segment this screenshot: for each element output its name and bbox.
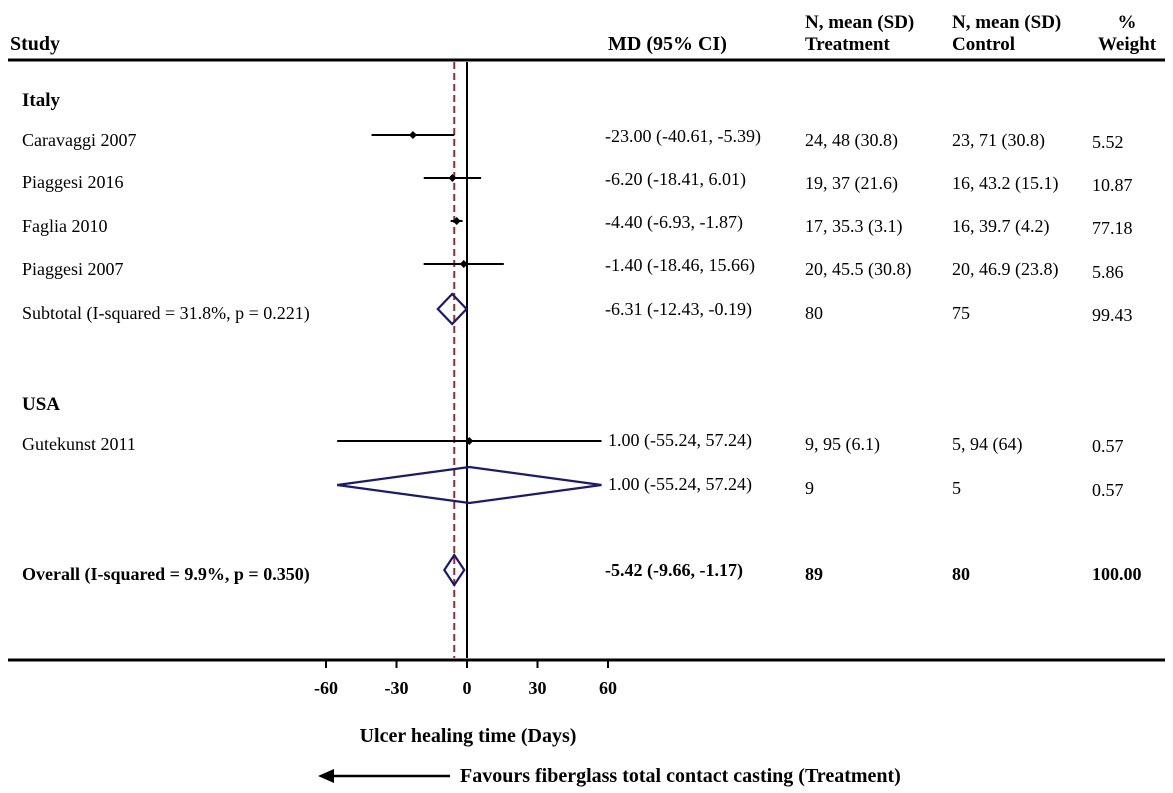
row-md: -1.40 (-18.46, 15.66) <box>605 255 755 276</box>
row-weight: 77.18 <box>1092 218 1133 238</box>
row-control: 75 <box>952 303 970 323</box>
row-control: 20, 46.9 (23.8) <box>952 259 1059 280</box>
row-weight: 10.87 <box>1092 175 1133 195</box>
favours-label: Favours fiberglass total contact casting… <box>460 765 901 787</box>
row-weight: 0.57 <box>1092 480 1124 500</box>
row-md: -6.20 (-18.41, 6.01) <box>605 169 746 190</box>
axis-tick-label: 30 <box>529 678 547 698</box>
study-point <box>448 174 457 182</box>
row-label: Faglia 2010 <box>22 216 108 236</box>
favours-arrow-head <box>318 769 334 783</box>
header-weight-line1: % <box>1118 12 1137 33</box>
row-treatment: 20, 45.5 (30.8) <box>805 259 912 280</box>
row-weight: 99.43 <box>1092 305 1133 325</box>
favours-arrow <box>318 769 450 783</box>
row-control: 16, 39.7 (4.2) <box>952 216 1050 237</box>
plot-marks <box>337 131 602 587</box>
header-control-line1: N, mean (SD) <box>952 12 1061 33</box>
row-control: 5 <box>952 478 961 498</box>
row-label: Caravaggi 2007 <box>22 130 136 150</box>
row-treatment: 19, 37 (21.6) <box>805 173 898 194</box>
row-control: 16, 43.2 (15.1) <box>952 173 1059 194</box>
row-md: -5.42 (-9.66, -1.17) <box>605 560 743 581</box>
row-weight: 5.52 <box>1092 132 1124 152</box>
table-row: Gutekunst 2011 1.00 (-55.24, 57.24) 9, 9… <box>22 430 1124 456</box>
axis-ticks: -60 -30 0 30 60 <box>314 660 617 698</box>
table-row: Faglia 2010 -4.40 (-6.93, -1.87) 17, 35.… <box>22 212 1133 238</box>
row-treatment: 9, 95 (6.1) <box>805 434 880 455</box>
row-control: 23, 71 (30.8) <box>952 130 1045 151</box>
pooled-diamond <box>442 553 466 587</box>
axis-label: Ulcer healing time (Days) <box>360 725 577 747</box>
row-weight: 5.86 <box>1092 262 1124 282</box>
table-row: Piaggesi 2007 -1.40 (-18.46, 15.66) 20, … <box>22 255 1124 282</box>
row-md: 1.00 (-55.24, 57.24) <box>608 430 752 451</box>
table-row: Subtotal (I-squared = 31.8%, p = 0.221) … <box>22 299 1133 325</box>
header-study: Study <box>10 33 60 55</box>
axis-tick-label: 60 <box>599 678 617 698</box>
axis-tick-label: -30 <box>385 678 409 698</box>
plot-reference-lines <box>453 62 468 658</box>
row-label: Overall (I-squared = 9.9%, p = 0.350) <box>22 564 310 585</box>
study-point <box>459 260 468 268</box>
row-weight: 0.57 <box>1092 436 1124 456</box>
row-label: Subtotal (I-squared = 31.8%, p = 0.221) <box>22 303 310 324</box>
row-treatment: 80 <box>805 303 823 323</box>
header-treatment-line2: Treatment <box>805 34 890 55</box>
axis-tick-label: 0 <box>463 678 472 698</box>
axis-tick-label: -60 <box>314 678 338 698</box>
row-md: -23.00 (-40.61, -5.39) <box>605 126 761 147</box>
row-control: 80 <box>952 564 970 584</box>
table-row: Piaggesi 2016 -6.20 (-18.41, 6.01) 19, 3… <box>22 169 1133 195</box>
row-weight: 100.00 <box>1092 564 1142 584</box>
row-md: 1.00 (-55.24, 57.24) <box>608 474 752 495</box>
row-md: -6.31 (-12.43, -0.19) <box>605 299 752 320</box>
header-weight-line2: Weight <box>1098 34 1157 55</box>
row-label: Gutekunst 2011 <box>22 434 136 454</box>
pooled-diamond <box>436 292 469 326</box>
table-row: Overall (I-squared = 9.9%, p = 0.350) -5… <box>22 560 1142 585</box>
row-label: Piaggesi 2007 <box>22 259 124 279</box>
study-point <box>465 437 474 445</box>
header-md: MD (95% CI) <box>608 33 727 55</box>
row-md: -4.40 (-6.93, -1.87) <box>605 212 743 233</box>
row-treatment: 17, 35.3 (3.1) <box>805 216 903 237</box>
study-point <box>452 217 461 225</box>
table-row: 1.00 (-55.24, 57.24) 9 5 0.57 <box>608 474 1124 500</box>
table-row: Caravaggi 2007 -23.00 (-40.61, -5.39) 24… <box>22 126 1124 152</box>
row-label: Piaggesi 2016 <box>22 172 124 192</box>
group-label-usa: USA <box>22 394 60 415</box>
row-treatment: 9 <box>805 478 814 498</box>
header-control-line2: Control <box>952 34 1015 55</box>
header-treatment-line1: N, mean (SD) <box>805 12 914 33</box>
row-treatment: 24, 48 (30.8) <box>805 130 898 151</box>
pooled-diamond <box>337 465 602 505</box>
study-point <box>408 131 417 139</box>
group-label-italy: Italy <box>22 90 61 111</box>
row-control: 5, 94 (64) <box>952 434 1023 455</box>
row-treatment: 89 <box>805 564 823 584</box>
